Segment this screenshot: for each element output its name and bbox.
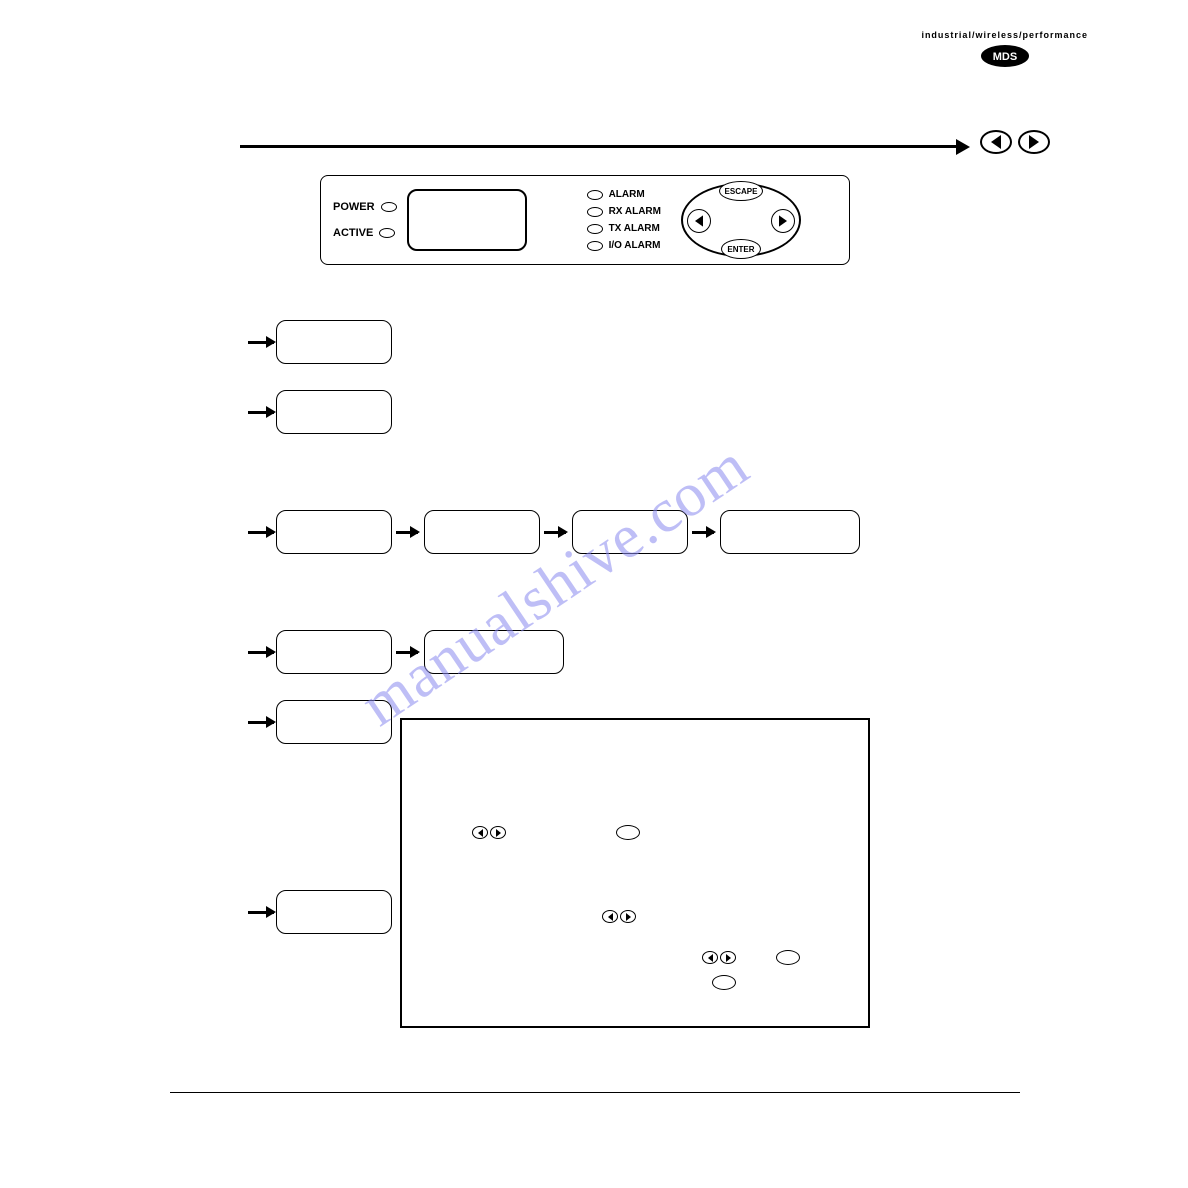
menu-row-6 <box>248 890 392 934</box>
power-label-row: POWER <box>333 201 397 213</box>
arrow-icon <box>248 911 274 914</box>
nav-right-button[interactable] <box>1018 130 1050 154</box>
mini-left-button[interactable] <box>702 951 718 964</box>
mini-enter-icon <box>776 950 800 965</box>
info-inner <box>422 750 848 996</box>
dpad-right-button[interactable] <box>771 209 795 233</box>
footer-divider <box>170 1092 1020 1093</box>
menu-row-3 <box>248 510 860 554</box>
mini-nav-pair <box>702 951 736 964</box>
mini-enter-icon <box>712 975 736 990</box>
tagline: industrial/wireless/performance <box>921 30 1088 40</box>
triangle-left-icon <box>478 829 483 837</box>
alarm-row: ALARM <box>587 189 661 200</box>
menu-box <box>276 320 392 364</box>
menu-box <box>720 510 860 554</box>
mds-logo-icon: MDS <box>980 44 1030 73</box>
arrow-icon <box>248 721 274 724</box>
active-led-icon <box>379 228 395 238</box>
rx-alarm-led-icon <box>587 207 603 217</box>
triangle-left-icon <box>991 135 1001 149</box>
main-flow-line <box>240 145 960 148</box>
menu-row-2 <box>248 390 392 434</box>
power-led-icon <box>381 202 397 212</box>
dpad-controls: ESCAPE ENTER <box>681 183 801 257</box>
arrow-icon <box>248 531 274 534</box>
triangle-right-icon <box>779 215 787 226</box>
menu-box <box>276 630 392 674</box>
io-alarm-led-icon <box>587 241 603 251</box>
info-group-2 <box>602 910 636 923</box>
nav-left-button[interactable] <box>980 130 1012 154</box>
enter-label: ENTER <box>727 245 754 254</box>
menu-row-4 <box>248 630 564 674</box>
mini-nav-pair <box>602 910 636 923</box>
power-label: POWER <box>333 201 375 213</box>
rx-alarm-row: RX ALARM <box>587 206 661 217</box>
mini-right-button[interactable] <box>620 910 636 923</box>
tx-alarm-label: TX ALARM <box>609 223 660 234</box>
escape-button[interactable]: ESCAPE <box>719 181 763 201</box>
menu-box <box>276 700 392 744</box>
alarm-led-icon <box>587 190 603 200</box>
arrow-icon <box>248 651 274 654</box>
enter-button[interactable]: ENTER <box>721 239 761 259</box>
info-panel <box>400 718 870 1028</box>
device-alarm-column: ALARM RX ALARM TX ALARM I/O ALARM <box>587 189 661 251</box>
mini-left-button[interactable] <box>472 826 488 839</box>
triangle-right-icon <box>626 913 631 921</box>
active-label: ACTIVE <box>333 227 373 239</box>
triangle-left-icon <box>608 913 613 921</box>
menu-box <box>424 510 540 554</box>
mini-right-button[interactable] <box>490 826 506 839</box>
io-alarm-label: I/O ALARM <box>609 240 661 251</box>
triangle-right-icon <box>726 954 731 962</box>
arrow-icon <box>544 531 566 534</box>
device-left-labels: POWER ACTIVE <box>333 201 397 239</box>
triangle-right-icon <box>496 829 501 837</box>
io-alarm-row: I/O ALARM <box>587 240 661 251</box>
arrow-icon <box>248 411 274 414</box>
menu-box <box>276 390 392 434</box>
mini-enter-icon <box>616 825 640 840</box>
lcd-display <box>407 189 527 251</box>
mini-right-button[interactable] <box>720 951 736 964</box>
mini-nav-pair <box>472 826 506 839</box>
menu-row-5 <box>248 700 392 744</box>
arrow-icon <box>248 341 274 344</box>
menu-box <box>424 630 564 674</box>
triangle-right-icon <box>1029 135 1039 149</box>
active-label-row: ACTIVE <box>333 227 397 239</box>
mini-left-button[interactable] <box>602 910 618 923</box>
tx-alarm-row: TX ALARM <box>587 223 661 234</box>
main-arrowhead-icon <box>956 139 970 155</box>
nav-arrow-pair <box>980 130 1050 154</box>
rx-alarm-label: RX ALARM <box>609 206 661 217</box>
menu-row-1 <box>248 320 392 364</box>
info-group-1 <box>472 825 640 840</box>
escape-label: ESCAPE <box>725 187 758 196</box>
menu-box <box>276 890 392 934</box>
menu-box <box>572 510 688 554</box>
arrow-icon <box>396 651 418 654</box>
device-front-panel: POWER ACTIVE ALARM RX ALARM TX ALARM I/O… <box>320 175 850 265</box>
triangle-left-icon <box>708 954 713 962</box>
tx-alarm-led-icon <box>587 224 603 234</box>
triangle-left-icon <box>695 215 703 226</box>
info-group-3 <box>702 950 800 965</box>
menu-box <box>276 510 392 554</box>
svg-text:MDS: MDS <box>992 51 1016 63</box>
watermark-text: manualshive.com <box>349 430 762 741</box>
arrow-icon <box>396 531 418 534</box>
alarm-label: ALARM <box>609 189 645 200</box>
arrow-icon <box>692 531 714 534</box>
header-badge: industrial/wireless/performance MDS <box>921 30 1088 73</box>
dpad-left-button[interactable] <box>687 209 711 233</box>
info-group-4 <box>712 975 736 995</box>
